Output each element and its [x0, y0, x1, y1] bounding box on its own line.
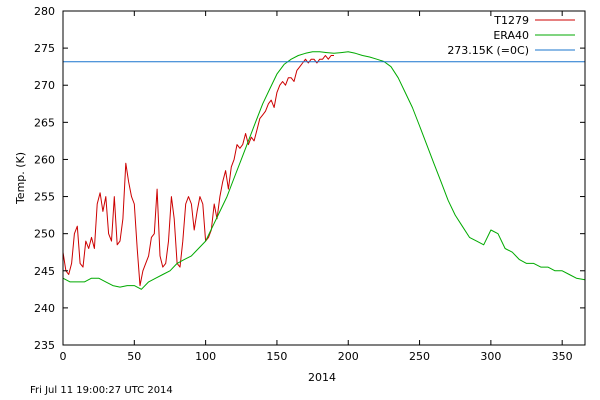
- y-tick-label: 235: [34, 339, 55, 352]
- series-line-1: [62, 51, 586, 290]
- y-axis-label: Temp. (K): [14, 152, 27, 205]
- x-axis-label: 2014: [308, 371, 336, 384]
- y-tick-label: 245: [34, 265, 55, 278]
- legend: T1279 ERA40 273.15K (=0C): [447, 14, 575, 57]
- x-tick-label: 0: [60, 350, 67, 363]
- x-tick-label: 150: [266, 350, 287, 363]
- y-tick-label: 250: [34, 228, 55, 241]
- axis-ticks: 235 240 245 250 255 260 265 270 275 280 0 50 100 150 2…: [34, 5, 585, 363]
- y-tick-label: 260: [34, 153, 55, 166]
- y-tick-label: 240: [34, 302, 55, 315]
- x-tick-label: 350: [552, 350, 573, 363]
- x-tick-label: 300: [480, 350, 501, 363]
- x-tick-label: 100: [195, 350, 216, 363]
- series-line-0: [62, 55, 334, 287]
- plot-series: [62, 51, 586, 290]
- y-tick-label: 275: [34, 42, 55, 55]
- x-tick-label: 50: [127, 350, 141, 363]
- x-tick-label: 200: [338, 350, 359, 363]
- y-tick-label: 270: [34, 79, 55, 92]
- y-tick-label: 255: [34, 191, 55, 204]
- x-tick-label: 250: [409, 350, 430, 363]
- plot-frame: [62, 10, 586, 346]
- y-tick-label: 280: [34, 5, 55, 18]
- legend-label-1: ERA40: [493, 29, 529, 42]
- legend-label-0: T1279: [493, 14, 529, 27]
- y-tick-label: 265: [34, 116, 55, 129]
- legend-label-2: 273.15K (=0C): [447, 44, 529, 57]
- timestamp: Fri Jul 11 19:00:27 UTC 2014: [30, 385, 173, 396]
